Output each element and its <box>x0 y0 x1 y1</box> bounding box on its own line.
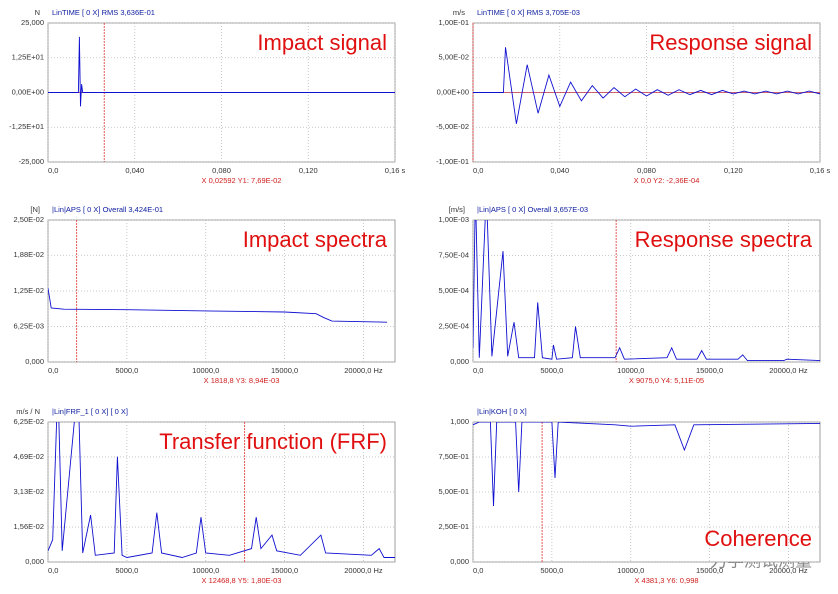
y-tick-label: 0,000 <box>25 557 44 566</box>
cursor-readout: X 1818,8 Y3: 8,94E-03 <box>204 376 280 385</box>
unit-label: [N] <box>30 205 40 214</box>
cursor-readout: X 12468,8 Y5: 1,80E-03 <box>202 576 282 585</box>
x-tick-label: 0,16 s <box>810 166 831 175</box>
signal-line <box>48 36 395 107</box>
x-tick-label: 5000,0 <box>540 366 563 375</box>
signal-line <box>473 47 820 124</box>
y-tick-label: 5,00E-04 <box>439 286 469 295</box>
y-tick-label: 1,25E+01 <box>12 53 44 62</box>
annotation: Response signal <box>649 30 812 55</box>
y-tick-label: 1,00E-01 <box>439 18 469 27</box>
x-tick-label: 20000,0 Hz <box>769 566 808 575</box>
y-tick-label: 0,000 <box>450 557 469 566</box>
y-tick-label: 0,000 <box>25 357 44 366</box>
unit-label: N <box>35 8 40 17</box>
x-tick-label: 0,120 <box>299 166 318 175</box>
x-tick-label: 5000,0 <box>115 566 138 575</box>
x-tick-label: 10000,0 <box>192 366 219 375</box>
y-tick-label: 7,50E-01 <box>439 452 469 461</box>
x-tick-label: 0,0 <box>473 166 483 175</box>
y-tick-label: 2,50E-02 <box>14 215 44 224</box>
y-tick-label: 0,00E+00 <box>437 87 469 96</box>
x-tick-label: 0,16 s <box>385 166 406 175</box>
y-tick-label: 1,00E-03 <box>439 215 469 224</box>
header: |Lin|APS [ 0 X] Overall 3,424E-01 <box>52 205 163 214</box>
header: LinTIME [ 0 X] RMS 3,705E-03 <box>477 8 580 17</box>
x-tick-label: 5000,0 <box>540 566 563 575</box>
x-tick-label: 0,0 <box>48 566 58 575</box>
x-tick-label: 15000,0 <box>271 366 298 375</box>
annotation: Transfer function (FRF) <box>159 429 387 454</box>
y-tick-label: 5,00E-02 <box>439 53 469 62</box>
y-tick-label: 25,000 <box>21 18 44 27</box>
unit-label: m/s / N <box>16 407 40 416</box>
header: |Lin|KOH [ 0 X] <box>477 407 527 416</box>
x-tick-label: 5000,0 <box>115 366 138 375</box>
y-tick-label: 1,56E-02 <box>14 522 44 531</box>
annotation: Impact signal <box>257 30 387 55</box>
signal-line <box>48 288 388 323</box>
unit-label: m/s <box>453 8 465 17</box>
y-tick-label: 7,50E-04 <box>439 250 469 259</box>
y-tick-label: 1,88E-02 <box>14 250 44 259</box>
y-tick-label: 6,25E-02 <box>14 417 44 426</box>
y-tick-label: 1,000 <box>450 417 469 426</box>
x-tick-label: 20000,0 Hz <box>344 566 383 575</box>
y-tick-label: 4,69E-02 <box>14 452 44 461</box>
y-tick-label: 0,000 <box>450 357 469 366</box>
annotation: Impact spectra <box>243 227 388 252</box>
signal-line <box>48 422 395 558</box>
x-tick-label: 0,0 <box>473 566 483 575</box>
x-tick-label: 0,080 <box>637 166 656 175</box>
x-tick-label: 10000,0 <box>192 566 219 575</box>
signal-line <box>473 422 820 507</box>
cursor-readout: X 0,0 Y2: -2,36E-04 <box>634 176 700 185</box>
y-tick-label: -25,000 <box>19 157 44 166</box>
annotation: Response spectra <box>635 227 813 252</box>
x-tick-label: 0,0 <box>48 166 58 175</box>
y-tick-label: 5,00E-01 <box>439 487 469 496</box>
y-tick-label: 6,25E-03 <box>14 321 44 330</box>
x-tick-label: 0,120 <box>724 166 743 175</box>
x-tick-label: 0,0 <box>473 366 483 375</box>
header: |Lin|FRF_1 [ 0 X] [ 0 X] <box>52 407 128 416</box>
y-tick-label: 2,50E-01 <box>439 522 469 531</box>
annotation: Coherence <box>704 526 812 551</box>
x-tick-label: 0,080 <box>212 166 231 175</box>
x-tick-label: 20000,0 Hz <box>344 366 383 375</box>
y-tick-label: -1,00E-01 <box>436 157 469 166</box>
y-tick-label: -5,00E-02 <box>436 122 469 131</box>
y-tick-label: -1,25E+01 <box>9 122 44 131</box>
x-tick-label: 20000,0 Hz <box>769 366 808 375</box>
x-tick-label: 10000,0 <box>617 566 644 575</box>
x-tick-label: 0,040 <box>125 166 144 175</box>
x-tick-label: 0,040 <box>550 166 569 175</box>
x-tick-label: 15000,0 <box>696 366 723 375</box>
cursor-readout: X 0,02592 Y1: 7,69E-02 <box>202 176 282 185</box>
unit-label: [m/s] <box>449 205 465 214</box>
x-tick-label: 15000,0 <box>271 566 298 575</box>
x-tick-label: 10000,0 <box>617 366 644 375</box>
cursor-readout: X 9075,0 Y4: 5,11E-05 <box>629 376 704 385</box>
y-tick-label: 0,00E+00 <box>12 87 44 96</box>
y-tick-label: 1,25E-02 <box>14 286 44 295</box>
cursor-readout: X 4381,3 Y6: 0,998 <box>634 576 698 585</box>
header: |Lin|APS [ 0 X] Overall 3,657E-03 <box>477 205 588 214</box>
header: LinTIME [ 0 X] RMS 3,636E-01 <box>52 8 155 17</box>
y-tick-label: 3,13E-02 <box>14 487 44 496</box>
y-tick-label: 2,50E-04 <box>439 321 469 330</box>
x-tick-label: 15000,0 <box>696 566 723 575</box>
x-tick-label: 0,0 <box>48 366 58 375</box>
signal-line <box>473 220 820 362</box>
